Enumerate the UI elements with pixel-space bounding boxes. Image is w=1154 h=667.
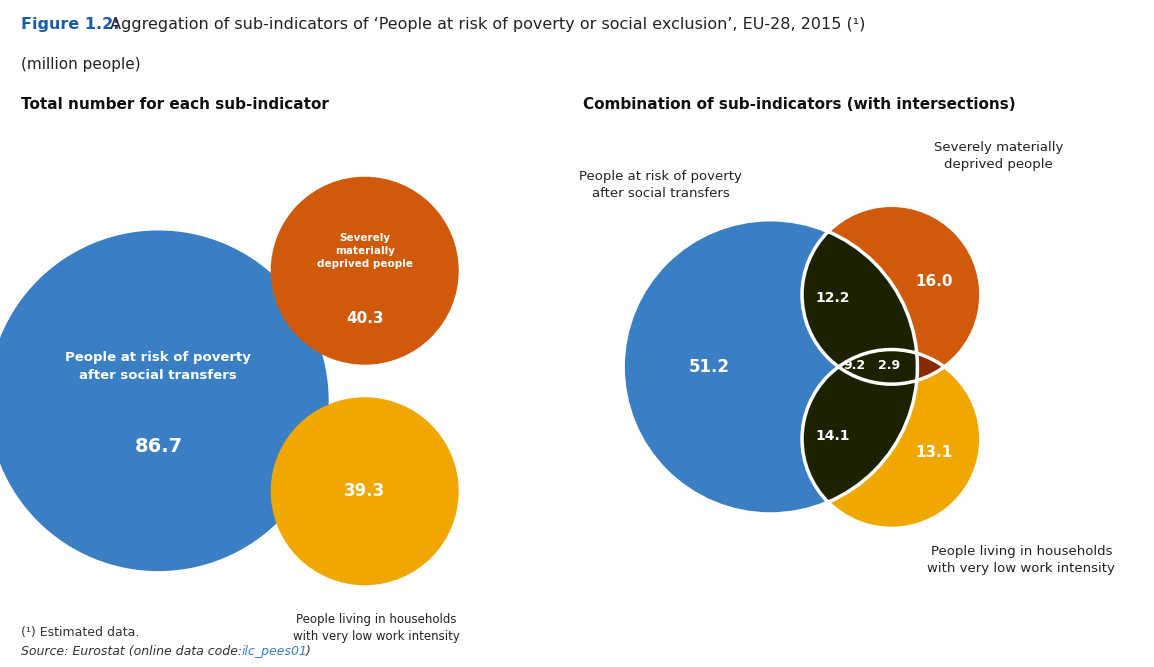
Text: Aggregation of sub-indicators of ‘People at risk of poverty or social exclusion’: Aggregation of sub-indicators of ‘People… bbox=[105, 17, 866, 31]
Text: Total number for each sub-indicator: Total number for each sub-indicator bbox=[21, 97, 329, 111]
Text: Figure 1.2:: Figure 1.2: bbox=[21, 17, 119, 31]
Circle shape bbox=[623, 219, 917, 514]
Circle shape bbox=[623, 219, 917, 514]
Text: ): ) bbox=[306, 645, 310, 658]
Text: ilc_pees01: ilc_pees01 bbox=[241, 645, 307, 658]
Text: 40.3: 40.3 bbox=[346, 311, 383, 326]
Text: 16.0: 16.0 bbox=[915, 274, 952, 289]
Text: People living in households
with very low work intensity: People living in households with very lo… bbox=[293, 613, 459, 643]
Text: Combination of sub-indicators (with intersections): Combination of sub-indicators (with inte… bbox=[583, 97, 1016, 111]
Circle shape bbox=[623, 219, 917, 514]
Text: 86.7: 86.7 bbox=[134, 436, 182, 456]
Text: 13.1: 13.1 bbox=[915, 445, 952, 460]
Circle shape bbox=[0, 231, 328, 570]
Text: (million people): (million people) bbox=[21, 57, 141, 71]
Text: People at risk of poverty
after social transfers: People at risk of poverty after social t… bbox=[579, 170, 742, 200]
Circle shape bbox=[802, 350, 981, 528]
Text: Severely
materially
deprived people: Severely materially deprived people bbox=[316, 233, 413, 269]
Circle shape bbox=[802, 205, 981, 384]
Text: Source: Eurostat (online data code:: Source: Eurostat (online data code: bbox=[21, 645, 246, 658]
Text: Severely materially
deprived people: Severely materially deprived people bbox=[934, 141, 1063, 171]
Text: People living in households
with very low work intensity: People living in households with very lo… bbox=[928, 545, 1115, 575]
Circle shape bbox=[271, 177, 458, 364]
Text: (¹) Estimated data.: (¹) Estimated data. bbox=[21, 626, 140, 638]
Text: People at risk of poverty
after social transfers: People at risk of poverty after social t… bbox=[66, 352, 252, 382]
Text: 9.2: 9.2 bbox=[844, 360, 866, 372]
Circle shape bbox=[623, 219, 917, 514]
Text: 39.3: 39.3 bbox=[344, 482, 385, 500]
Circle shape bbox=[623, 219, 917, 514]
Circle shape bbox=[271, 398, 458, 584]
Text: 2.9: 2.9 bbox=[878, 360, 900, 372]
Text: 14.1: 14.1 bbox=[816, 429, 849, 443]
Circle shape bbox=[802, 205, 981, 384]
Circle shape bbox=[802, 350, 981, 528]
Text: 12.2: 12.2 bbox=[816, 291, 849, 305]
Circle shape bbox=[802, 205, 981, 384]
Text: 51.2: 51.2 bbox=[689, 358, 730, 376]
